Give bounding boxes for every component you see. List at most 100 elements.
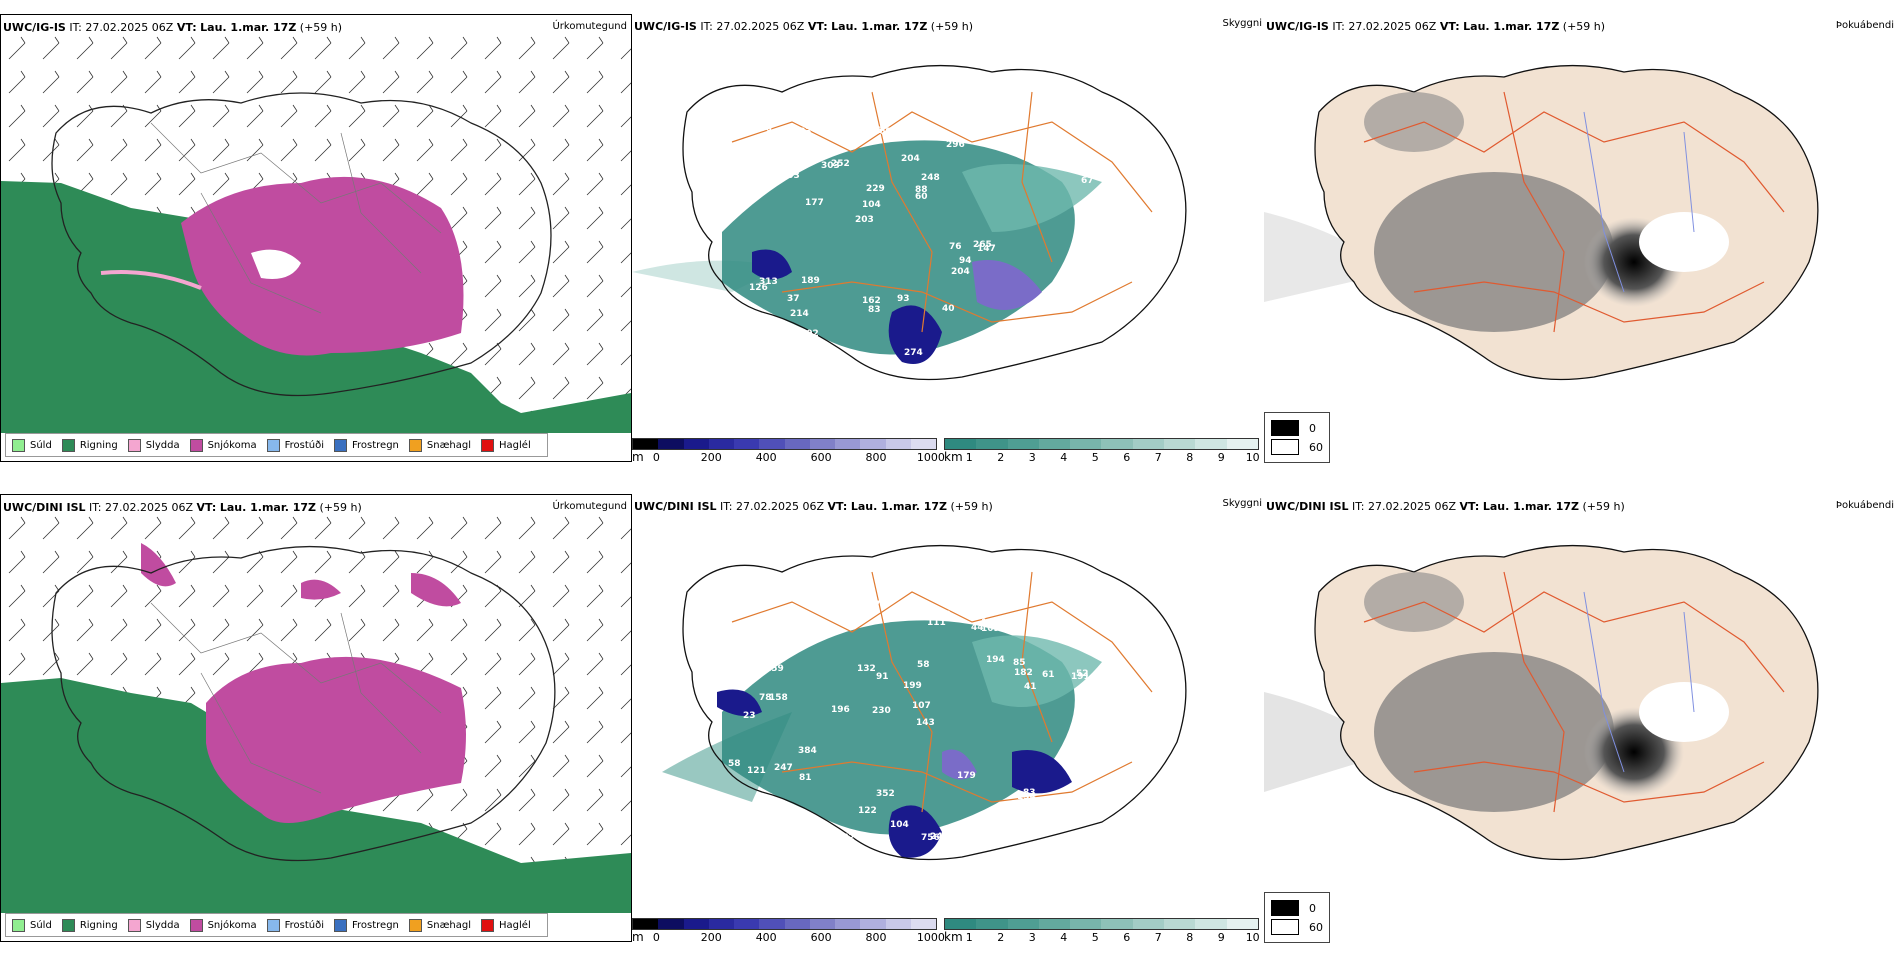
visibility-value-label: 23 xyxy=(743,711,756,721)
visibility-value-label: 196 xyxy=(831,705,850,715)
visibility-value-label: 322 xyxy=(733,320,752,330)
visibility-value-label: 248 xyxy=(921,173,940,183)
colorbar-tick-label: 1000 xyxy=(916,451,945,464)
visibility-value-label: 58 xyxy=(728,759,741,769)
visibility-value-label: 158 xyxy=(769,693,788,703)
fog-panel-row2: UWC/DINI ISL IT: 27.02.2025 06Z VT: Lau.… xyxy=(1264,494,1894,964)
visibility-value-label: 147 xyxy=(977,244,996,254)
colorbar-tick-label: 0 xyxy=(652,931,660,944)
iceland-coastline xyxy=(682,64,1187,381)
colorbar-tick-label: 2 xyxy=(997,931,1005,944)
visibility-value-label: 88 xyxy=(915,185,928,195)
visibility-value-label: 126 xyxy=(753,820,772,830)
panel-title: UWC/IG-IS IT: 27.02.2025 06Z VT: Lau. 1.… xyxy=(1266,20,1606,33)
visibility-panel-row2: UWC/DINI ISL IT: 27.02.2025 06Z VT: Lau.… xyxy=(632,494,1262,964)
visibility-value-label: 160 xyxy=(955,825,974,835)
visibility-value-label: 126 xyxy=(749,283,768,293)
visibility-value-label: 91 xyxy=(876,672,889,682)
visibility-value-label: 83 xyxy=(868,305,881,315)
colorbar-tick-label: 2 xyxy=(997,451,1005,464)
visibility-value-label: 322 xyxy=(886,587,905,597)
precip-legend: Súld Rigning Slydda Snjókoma Frostúði Fr… xyxy=(5,913,548,937)
visibility-value-label: 32 xyxy=(920,567,933,577)
visibility-value-label: 78 xyxy=(759,693,772,703)
visibility-value-label: 518 xyxy=(724,639,743,649)
visibility-value-label: 8 xyxy=(1067,162,1073,172)
panel-variable-label: Þokuábendi xyxy=(1835,20,1894,31)
visibility-value-label: 70 xyxy=(1073,104,1086,114)
visibility-km-colorbar: 1 2 3 4 5 6 7 8 9 10 km xyxy=(944,438,1260,464)
visibility-value-label: 194 xyxy=(986,655,1005,665)
visibility-value-label: 274 xyxy=(904,348,923,358)
precip-map xyxy=(1,33,631,433)
iceland-coastline xyxy=(51,92,552,397)
visibility-value-label: 34 xyxy=(765,351,778,361)
panel-title: UWC/IG-IS IT: 27.02.2025 06Z VT: Lau. 1.… xyxy=(634,20,974,33)
colorbar-tick-label: 0 xyxy=(652,451,660,464)
visibility-value-label: 131 xyxy=(765,337,784,347)
panel-title: UWC/IG-IS IT: 27.02.2025 06Z VT: Lau. 1.… xyxy=(3,21,343,34)
visibility-value-label: 296 xyxy=(946,140,965,150)
colorbar-tick-label: 8 xyxy=(1186,931,1194,944)
fog-legend: 0 60 xyxy=(1264,412,1330,463)
visibility-value-label: 55 xyxy=(751,652,764,662)
visibility-value-label: 303 xyxy=(781,171,800,181)
visibility-value-label: 352 xyxy=(876,789,895,799)
dry-patch xyxy=(251,249,301,279)
visibility-value-label: 60 xyxy=(1008,102,1021,112)
snow-area xyxy=(181,176,464,356)
visibility-value-label: 229 xyxy=(866,184,885,194)
visibility-value-label: 83 xyxy=(1023,788,1036,798)
visibility-panel-row1: UWC/IG-IS IT: 27.02.2025 06Z VT: Lau. 1.… xyxy=(632,14,1262,484)
colorbar-tick-label: 5 xyxy=(1091,931,1099,944)
panel-title: UWC/DINI ISL IT: 27.02.2025 06Z VT: Lau.… xyxy=(634,500,993,513)
colorbar-tick-label: 800 xyxy=(865,931,887,944)
visibility-value-label: 104 xyxy=(890,820,909,830)
visibility-km-colorbar: 1 2 3 4 5 6 7 8 9 10 km xyxy=(944,918,1260,944)
colorbar-tick-label: 9 xyxy=(1217,451,1225,464)
visibility-value-label: 111 xyxy=(927,618,946,628)
visibility-value-label: 73 xyxy=(1005,563,1018,573)
visibility-value-label: 35 xyxy=(1032,579,1045,589)
visibility-value-label: 658 xyxy=(1024,801,1043,811)
visibility-value-label: 44 xyxy=(971,623,984,633)
rain-area xyxy=(1,181,631,433)
visibility-value-label: 150 xyxy=(741,601,760,611)
visibility-value-label: 177 xyxy=(805,198,824,208)
visibility-value-label: 204 xyxy=(901,154,920,164)
visibility-value-label: 205 xyxy=(864,126,883,136)
colorbar-tick-label: 600 xyxy=(810,931,832,944)
road-network xyxy=(731,91,1153,333)
fog-map xyxy=(1264,64,1819,381)
visibility-value-label: 384 xyxy=(830,571,849,581)
panel-title: UWC/DINI ISL IT: 27.02.2025 06Z VT: Lau.… xyxy=(1266,500,1625,513)
colorbar-tick-label: 600 xyxy=(810,451,832,464)
visibility-value-label: 189 xyxy=(839,559,858,569)
colorbar-tick-label: 400 xyxy=(755,931,777,944)
visibility-value-label: 263 xyxy=(932,610,951,620)
visibility-value-label: 65 xyxy=(736,338,749,348)
visibility-value-label: 313 xyxy=(759,277,778,287)
visibility-value-label: 698 xyxy=(1059,563,1078,573)
visibility-value-label: 303 xyxy=(821,161,840,171)
visibility-value-label: 269 xyxy=(873,127,892,137)
visibility-map: 189 101 191 230 143 158 150 44 23 111 199 126 384 196… xyxy=(662,544,1187,861)
visibility-value-label: 143 xyxy=(916,718,935,728)
colorbar-tick-label: 4 xyxy=(1060,451,1068,464)
colorbar-tick-label: 4 xyxy=(1060,931,1068,944)
visibility-value-label: 61 xyxy=(1042,670,1055,680)
visibility-value-label: 170 xyxy=(866,86,885,96)
precip-map xyxy=(1,513,631,913)
visibility-value-label: 60 xyxy=(915,192,928,202)
visibility-value-label: 134 xyxy=(1017,792,1036,802)
visibility-value-label: 162 xyxy=(1027,135,1046,145)
visibility-value-label: 244 xyxy=(930,832,949,842)
visibility-value-label: 83 xyxy=(799,127,812,137)
visibility-value-label: 41 xyxy=(1024,682,1037,692)
colorbar-tick-label: 7 xyxy=(1154,451,1162,464)
visibility-value-label: 85 xyxy=(1013,658,1026,668)
visibility-map: 146 392 223 203 296 131 205 204 313 252 322 214 269 2… xyxy=(632,64,1187,381)
visibility-value-label: 170 xyxy=(882,76,901,86)
visibility-value-label: 265 xyxy=(973,240,992,250)
visibility-value-label: 162 xyxy=(836,833,855,843)
